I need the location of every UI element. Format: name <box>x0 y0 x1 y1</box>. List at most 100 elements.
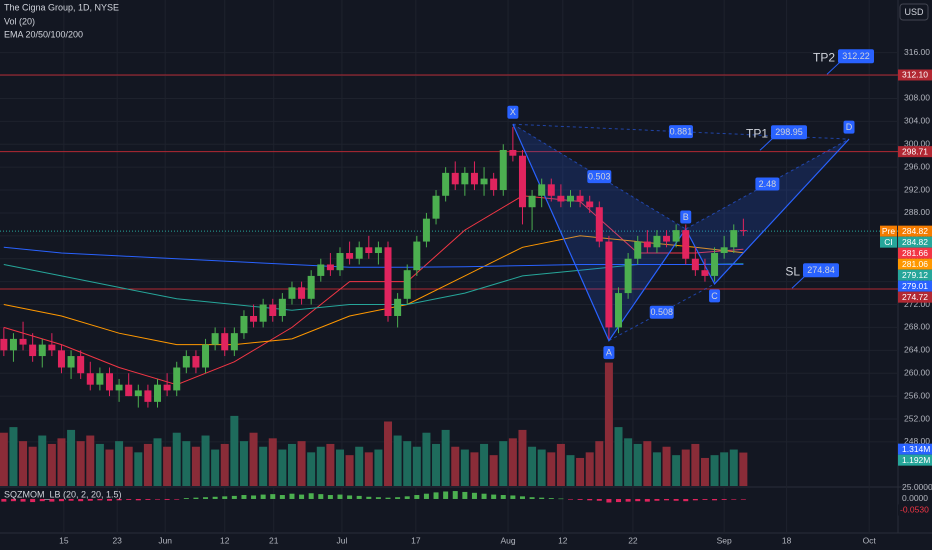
momentum-bar <box>39 498 45 502</box>
momentum-bar <box>251 495 257 499</box>
candle-body <box>663 235 671 242</box>
volume-bar <box>403 441 412 486</box>
pattern-ratio: 0.503 <box>588 171 611 181</box>
momentum-bar <box>356 495 362 499</box>
volume-bar <box>710 455 719 486</box>
momentum-bar <box>78 498 84 502</box>
candle-body <box>67 356 75 368</box>
ema-line <box>3 235 744 346</box>
y-tick-label: 260.00 <box>904 367 930 377</box>
volume-bar <box>345 455 354 486</box>
pattern-ratio: 2.48 <box>759 179 777 189</box>
volume-bar <box>624 438 633 486</box>
candle-body <box>422 218 430 242</box>
volume-bar <box>239 441 248 486</box>
currency-button[interactable] <box>899 3 929 21</box>
momentum-bar <box>49 498 55 502</box>
target-value: 298.95 <box>775 127 803 137</box>
candle-body <box>0 338 8 351</box>
momentum-bar <box>10 498 16 502</box>
x-tick-label: 18 <box>782 535 792 545</box>
candle-body <box>192 356 200 368</box>
indicator: Vol (20) <box>4 16 35 26</box>
pattern-ratio-box <box>755 177 780 191</box>
candle-body <box>355 247 363 259</box>
candle-body <box>576 195 584 202</box>
y-tick-label: 268.00 <box>904 322 930 332</box>
price-label: 274.72 <box>902 292 928 302</box>
volume-bar <box>499 441 508 486</box>
momentum-bar <box>212 496 218 499</box>
volume-bar <box>230 415 239 486</box>
candle-body <box>86 373 94 385</box>
candle-body <box>720 247 728 254</box>
candle-body <box>691 258 699 271</box>
pattern-point-box <box>680 210 692 224</box>
price-label-box <box>898 146 932 158</box>
volume-bar <box>172 432 181 486</box>
candle-body <box>451 172 459 185</box>
y-tick-label: 292.00 <box>904 184 930 194</box>
volume-label: 1.314M <box>902 444 930 454</box>
volume-bar <box>287 443 296 486</box>
momentum-bar <box>558 498 564 500</box>
candle-body <box>144 390 152 402</box>
momentum-bar <box>692 498 698 501</box>
price-label-box <box>898 258 932 270</box>
volume-bar <box>451 446 460 486</box>
momentum-bar <box>596 498 602 501</box>
candle-body <box>326 264 334 271</box>
candle-body <box>701 270 709 276</box>
volume-bar <box>432 443 441 486</box>
y-tick-label: 252.00 <box>904 413 930 423</box>
volume-bar <box>124 446 133 486</box>
pattern-ratio-box <box>587 170 612 184</box>
volume-bar <box>528 446 537 486</box>
candle-body <box>509 149 517 156</box>
momentum-bar <box>241 495 247 499</box>
price-label-box <box>898 247 932 259</box>
x-tick-label: Sep <box>717 535 732 545</box>
candle-body <box>557 195 565 202</box>
volume-bar <box>460 449 469 486</box>
volume-bar <box>576 457 585 486</box>
volume-bar <box>585 452 594 486</box>
price-label-box <box>898 291 932 303</box>
candle-body <box>624 258 632 294</box>
volume-bar <box>307 452 316 486</box>
price-tag: Pre <box>882 226 896 236</box>
candle-body <box>394 298 402 316</box>
candle-body <box>595 207 603 242</box>
momentum-bar <box>20 498 26 502</box>
momentum-bar <box>366 496 372 499</box>
volume-bar <box>374 449 383 486</box>
volume-bar <box>556 443 565 486</box>
momentum-bar <box>318 494 324 499</box>
volume-bar <box>259 446 268 486</box>
price-label-box <box>898 236 932 248</box>
candle-body <box>682 230 690 259</box>
price-label: 281.06 <box>902 259 928 269</box>
volume-bar <box>220 443 229 486</box>
target-value: 312.22 <box>842 51 870 61</box>
momentum-bar <box>731 498 737 500</box>
volume-bar <box>643 441 652 486</box>
candle-body <box>77 356 85 374</box>
price-tag: CI <box>884 237 893 247</box>
volume-bar <box>115 441 124 486</box>
x-tick-label: Jun <box>158 535 172 545</box>
volume-bar <box>470 452 479 486</box>
volume-bar <box>249 432 258 486</box>
momentum-bar <box>299 494 305 499</box>
currency[interactable]: USD <box>904 7 924 17</box>
momentum-bar <box>231 495 237 499</box>
candle-body <box>134 390 142 397</box>
volume-bar <box>76 441 85 486</box>
momentum-bar <box>126 498 132 500</box>
x-tick-label: 12 <box>220 535 230 545</box>
candle-body <box>48 344 56 351</box>
candle-body <box>96 373 104 385</box>
pattern-fill <box>685 139 850 284</box>
momentum-bar <box>193 497 199 499</box>
